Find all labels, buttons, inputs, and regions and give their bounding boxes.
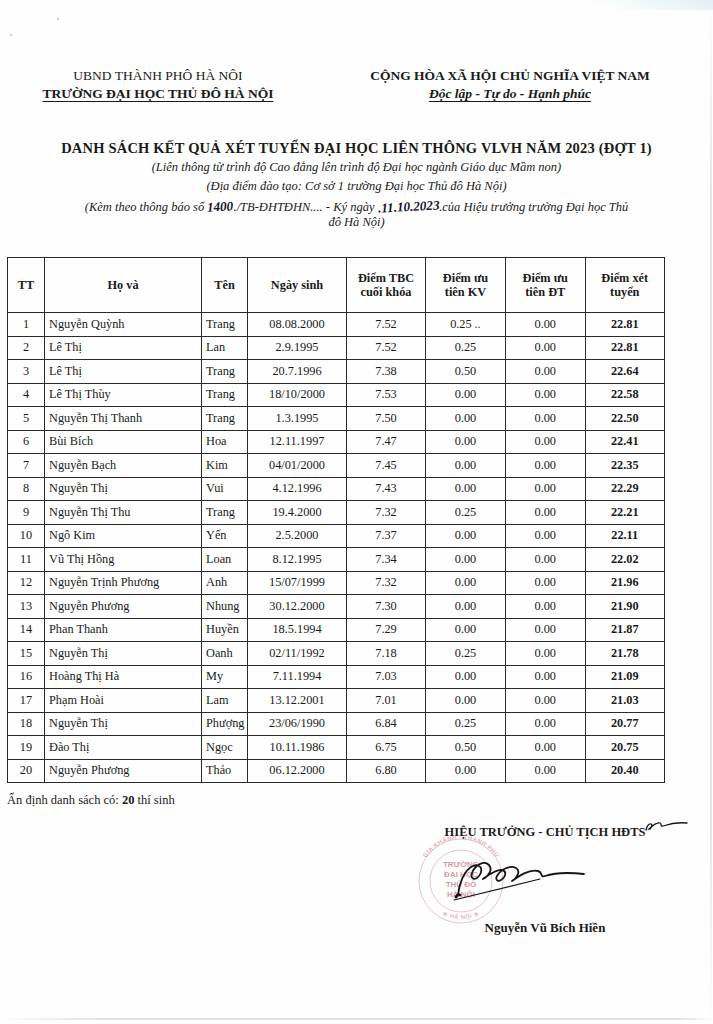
svg-text:★ HÀ NỘI ★: ★ HÀ NỘI ★ (442, 910, 481, 920)
